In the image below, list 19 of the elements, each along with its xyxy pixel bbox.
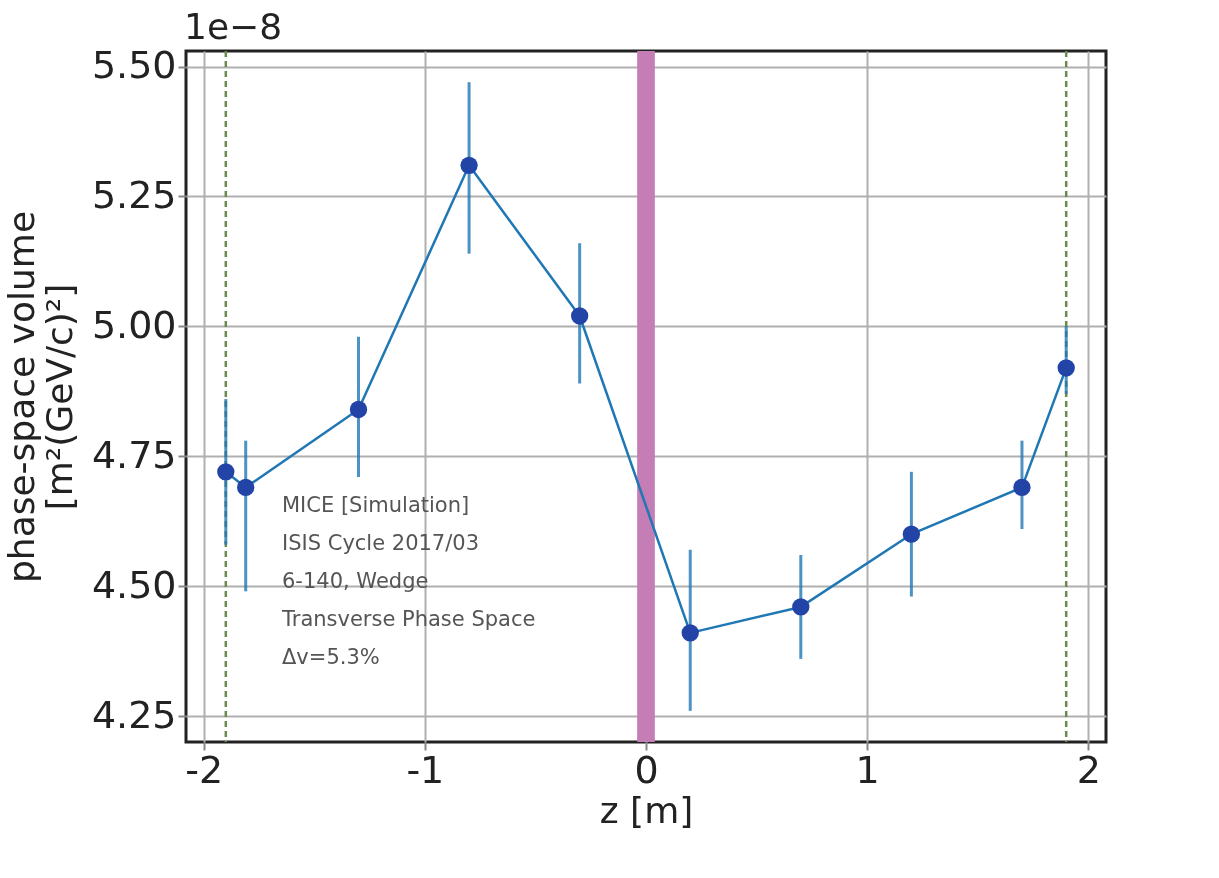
y-axis-title: phase-space volume [m²(GeV/c)²] bbox=[0, 210, 80, 584]
annotation: Transverse Phase Space bbox=[281, 607, 536, 631]
annotation: ISIS Cycle 2017/03 bbox=[282, 531, 480, 555]
y-tick-label: 5.25 bbox=[91, 172, 177, 217]
text: 1e−8 bbox=[184, 6, 283, 47]
annotation: MICE [Simulation] bbox=[282, 493, 470, 517]
y-tick-label: 4.25 bbox=[91, 692, 177, 737]
y-tick-label: 5.00 bbox=[91, 302, 177, 347]
x-tick-label: -2 bbox=[185, 747, 224, 792]
x-tick-label: 2 bbox=[1076, 747, 1101, 792]
x-axis-title: z [m] bbox=[599, 789, 694, 831]
x-tick-label: 0 bbox=[634, 747, 659, 792]
y-tick-label: 5.50 bbox=[91, 43, 177, 88]
y-tick-label: 4.75 bbox=[91, 432, 177, 477]
x-tick-label: 1 bbox=[855, 747, 880, 792]
annotation: Δv=5.3% bbox=[282, 645, 380, 669]
x-tick-label: -1 bbox=[406, 747, 445, 792]
annotation: 6-140, Wedge bbox=[282, 569, 429, 593]
y-tick-label: 4.50 bbox=[91, 562, 177, 607]
